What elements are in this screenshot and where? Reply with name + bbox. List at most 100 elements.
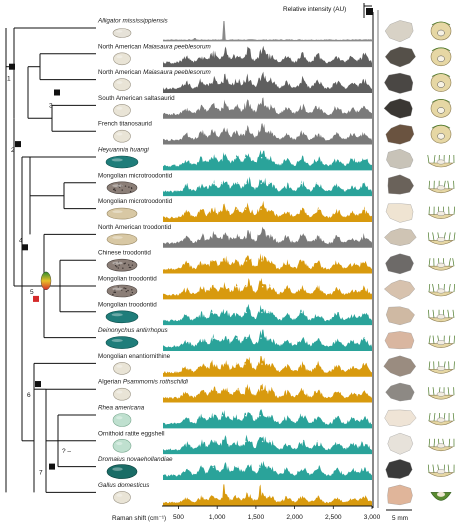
- egg-icon: [106, 207, 138, 220]
- scale-bar: 5 mm: [386, 509, 412, 522]
- egg-icon: [105, 310, 139, 324]
- taxon-label: Chinese troodontid: [98, 250, 151, 257]
- eggshell-photo: [383, 98, 413, 119]
- raman-spectrum: [163, 383, 372, 403]
- node-marker: [54, 89, 60, 96]
- taxon-label: Mongolian enantiornithine: [98, 353, 171, 360]
- raman-spectrum: [163, 460, 372, 480]
- eggshell-photo: [385, 46, 416, 68]
- nest-icon: [428, 412, 455, 426]
- egg-icon: [105, 336, 139, 349]
- eggshell-photo: [384, 409, 417, 427]
- taxon-row: Mongolian enantiornithine: [98, 353, 372, 377]
- nest-icon: [428, 206, 456, 219]
- egg-icon: [106, 464, 138, 479]
- eggshell-photo: [384, 331, 415, 350]
- raman-spectrum: [163, 303, 372, 325]
- nest-icon: [428, 387, 455, 400]
- egg-icon: [105, 155, 139, 169]
- eggshell-photo: [386, 148, 414, 170]
- raman-spectrum: [163, 409, 372, 428]
- phylogenetic-tree: [5, 27, 96, 493]
- node-marker: [9, 63, 15, 70]
- raman-spectrum: [163, 21, 372, 41]
- egg-icon: [112, 438, 132, 453]
- nest-icon: [428, 283, 456, 297]
- raman-spectrum: [163, 176, 372, 196]
- taxon-label: Mongolian troodontid: [98, 276, 157, 283]
- xaxis-label: Raman shift (cm⁻¹): [112, 515, 166, 522]
- taxon-label: Mongolian microtroodontid: [98, 198, 173, 205]
- taxon-label: North American Maiasaura peeblesorum: [98, 43, 211, 50]
- taxon-label: Rhea americana: [98, 405, 145, 412]
- egg-icon: [112, 28, 132, 38]
- taxon-row: French titanosaurid: [98, 121, 372, 145]
- eggshell-photo: [385, 253, 414, 275]
- taxon-label: Gallus domesticus: [98, 482, 150, 489]
- intensity-scale: Relative intensity (AU): [283, 3, 373, 18]
- taxon-row: Algerian Psammornis rothschildi: [98, 379, 372, 403]
- taxon-row: Deinonychus antirrhopus: [98, 327, 372, 351]
- eggshell-photo: [387, 484, 413, 506]
- nest-icon: [428, 180, 455, 194]
- intensity-label: Relative intensity (AU): [283, 6, 346, 13]
- nest-icon: [428, 258, 455, 271]
- raman-spectrum: [163, 149, 372, 170]
- node-marker: [22, 244, 28, 251]
- taxon-label: Algerian Psammornis rothschildi: [98, 379, 189, 386]
- node-label: 4: [19, 237, 23, 244]
- egg-icon: [113, 362, 131, 375]
- nest-icon: [430, 47, 452, 67]
- taxon-row: Rhea americana: [98, 405, 372, 429]
- taxon-row: Alligator mississippiensis: [97, 18, 372, 42]
- nest-icon: [430, 99, 452, 118]
- taxon-row: Dromaius novaehollandiae: [98, 456, 372, 480]
- nest-icon: [427, 464, 455, 477]
- eggshell-photo: [384, 20, 414, 43]
- egg-icon: [113, 129, 131, 143]
- eggshell-photo: [383, 355, 416, 377]
- taxon-label: Mongolian microtroodontid: [98, 172, 173, 179]
- nest-icon: [428, 335, 455, 348]
- egg-icon: [106, 233, 138, 246]
- node-marker: [15, 141, 21, 148]
- nest-icon: [428, 438, 455, 452]
- xaxis-tick-label: 2,500: [325, 514, 342, 521]
- taxon-row: South American saltasaurid: [98, 95, 372, 119]
- nest-icon: [427, 232, 456, 245]
- eggshell-photo: [385, 124, 415, 145]
- egg-icon: [113, 104, 131, 117]
- egg-icon: [106, 284, 138, 298]
- raman-spectrum: [163, 97, 372, 119]
- xaxis-tick-label: 1,000: [209, 514, 226, 521]
- scale-bar-label: 5 mm: [392, 515, 408, 522]
- egg-icon: [113, 387, 131, 401]
- raman-spectrum: [163, 329, 372, 351]
- nest-icons: [427, 21, 456, 501]
- raman-spectrum: [163, 71, 372, 93]
- node-label: 5: [30, 289, 34, 296]
- egg-icon: [106, 258, 138, 272]
- taxon-label: Mongolian troodontid: [98, 301, 157, 308]
- node-marker: [49, 463, 55, 470]
- taxon-row: Ornithoid ratite eggshell: [98, 430, 372, 455]
- nest-icon: [428, 361, 455, 374]
- nest-icon: [427, 154, 455, 168]
- node-label: 2: [11, 147, 15, 154]
- nest-icon: [430, 491, 452, 501]
- eggshell-photo: [387, 174, 414, 195]
- raman-spectrum: [163, 278, 372, 299]
- taxon-row: Mongolian microtroodontid: [98, 172, 372, 197]
- raman-spectrum: [163, 200, 372, 222]
- egg-icon: [113, 491, 131, 504]
- taxon-row: North American troodontid: [98, 224, 372, 248]
- nest-icon: [428, 309, 455, 323]
- node-marker: [35, 381, 41, 388]
- taxon-row: North American Maiasaura peeblesorum: [98, 43, 372, 68]
- eggshell-photo: [387, 432, 414, 455]
- taxon-row: Mongolian troodontid: [98, 301, 372, 326]
- taxon-row: Heyuannia huangi: [98, 147, 372, 171]
- taxon-label: French titanosaurid: [98, 121, 152, 128]
- taxon-label: Ornithoid ratite eggshell: [98, 430, 165, 437]
